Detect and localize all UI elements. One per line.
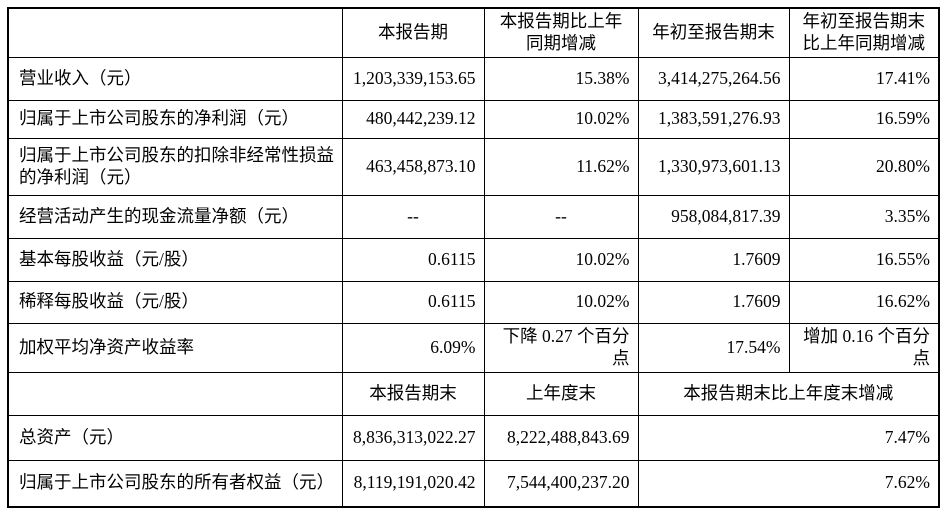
metric-value: 增加 0.16 个百分点: [788, 322, 940, 373]
header-end-of-last-year: 上年度末: [483, 371, 639, 416]
metric-value: 480,442,239.12: [341, 99, 485, 139]
metric-label: 经营活动产生的现金流量净额（元）: [7, 194, 343, 239]
header-end-of-period: 本报告期末: [341, 371, 485, 416]
metric-label: 加权平均净资产收益率: [7, 322, 343, 373]
metric-value: 20.80%: [788, 137, 940, 196]
table-row-basic-eps: 基本每股收益（元/股） 0.6115 10.02% 1.7609 16.55%: [7, 237, 940, 282]
metric-value: 3,414,275,264.56: [637, 56, 790, 101]
header-row-period-end: 本报告期末 上年度末 本报告期末比上年度末增减: [7, 371, 940, 416]
metric-value: 1.7609: [637, 237, 790, 282]
metric-value: 17.54%: [637, 322, 790, 373]
metric-value: 11.62%: [483, 137, 639, 196]
metric-value: 463,458,873.10: [341, 137, 485, 196]
metric-value: 1,203,339,153.65: [341, 56, 485, 101]
header-row-period: 本报告期 本报告期比上年 同期增减 年初至报告期末 年初至报告期末 比上年同期增…: [7, 7, 940, 58]
metric-value: 7,544,400,237.20: [483, 459, 639, 508]
header-period-end-vs-last-year-change: 本报告期末比上年度末增减: [637, 371, 940, 416]
metric-value: 958,084,817.39: [637, 194, 790, 239]
metric-value: 10.02%: [483, 99, 639, 139]
metric-value: 8,119,191,020.42: [341, 459, 485, 508]
metric-label: 归属于上市公司股东的所有者权益（元）: [7, 459, 343, 508]
metric-label: 归属于上市公司股东的净利润（元）: [7, 99, 343, 139]
metric-value: 8,836,313,022.27: [341, 414, 485, 461]
header-year-to-date-yoy-change: 年初至报告期末 比上年同期增减: [788, 7, 940, 58]
metric-label: 归属于上市公司股东的扣除非经常性损益的净利润（元）: [7, 137, 343, 196]
metric-label: 营业收入（元）: [7, 56, 343, 101]
metric-value: 1.7609: [637, 280, 790, 324]
table-row-net-profit: 归属于上市公司股东的净利润（元） 480,442,239.12 10.02% 1…: [7, 99, 940, 139]
metric-value: 15.38%: [483, 56, 639, 101]
metric-label: 基本每股收益（元/股）: [7, 237, 343, 282]
metric-value: 8,222,488,843.69: [483, 414, 639, 461]
header-corner-cell: [7, 7, 343, 58]
table-row-net-profit-excl-nonrecurring: 归属于上市公司股东的扣除非经常性损益的净利润（元） 463,458,873.10…: [7, 137, 940, 196]
metric-value: 7.47%: [637, 414, 940, 461]
metric-label: 稀释每股收益（元/股）: [7, 280, 343, 324]
metric-value: 下降 0.27 个百分点: [483, 322, 639, 373]
metric-value-na: --: [341, 194, 485, 239]
header-current-period: 本报告期: [341, 7, 485, 58]
header-year-to-date: 年初至报告期末: [637, 7, 790, 58]
financial-summary-table: 本报告期 本报告期比上年 同期增减 年初至报告期末 年初至报告期末 比上年同期增…: [7, 7, 940, 508]
metric-value: 16.59%: [788, 99, 940, 139]
metric-label: 总资产（元）: [7, 414, 343, 461]
metric-value: 1,330,973,601.13: [637, 137, 790, 196]
metric-value: 10.02%: [483, 237, 639, 282]
metric-value: 16.62%: [788, 280, 940, 324]
table-row-revenue: 营业收入（元） 1,203,339,153.65 15.38% 3,414,27…: [7, 56, 940, 101]
metric-value: 0.6115: [341, 237, 485, 282]
metric-value: 10.02%: [483, 280, 639, 324]
header-current-period-yoy-change: 本报告期比上年 同期增减: [483, 7, 639, 58]
metric-value: 0.6115: [341, 280, 485, 324]
metric-value: 16.55%: [788, 237, 940, 282]
table-row-owners-equity: 归属于上市公司股东的所有者权益（元） 8,119,191,020.42 7,54…: [7, 459, 940, 508]
metric-value: 17.41%: [788, 56, 940, 101]
metric-value: 3.35%: [788, 194, 940, 239]
header-corner-cell: [7, 371, 343, 416]
metric-value: 6.09%: [341, 322, 485, 373]
metric-value-na: --: [483, 194, 639, 239]
table-row-weighted-avg-roe: 加权平均净资产收益率 6.09% 下降 0.27 个百分点 17.54% 增加 …: [7, 322, 940, 373]
metric-value: 1,383,591,276.93: [637, 99, 790, 139]
table-row-diluted-eps: 稀释每股收益（元/股） 0.6115 10.02% 1.7609 16.62%: [7, 280, 940, 324]
table-row-operating-cash-flow: 经营活动产生的现金流量净额（元） -- -- 958,084,817.39 3.…: [7, 194, 940, 239]
metric-value: 7.62%: [637, 459, 940, 508]
table-row-total-assets: 总资产（元） 8,836,313,022.27 8,222,488,843.69…: [7, 414, 940, 461]
